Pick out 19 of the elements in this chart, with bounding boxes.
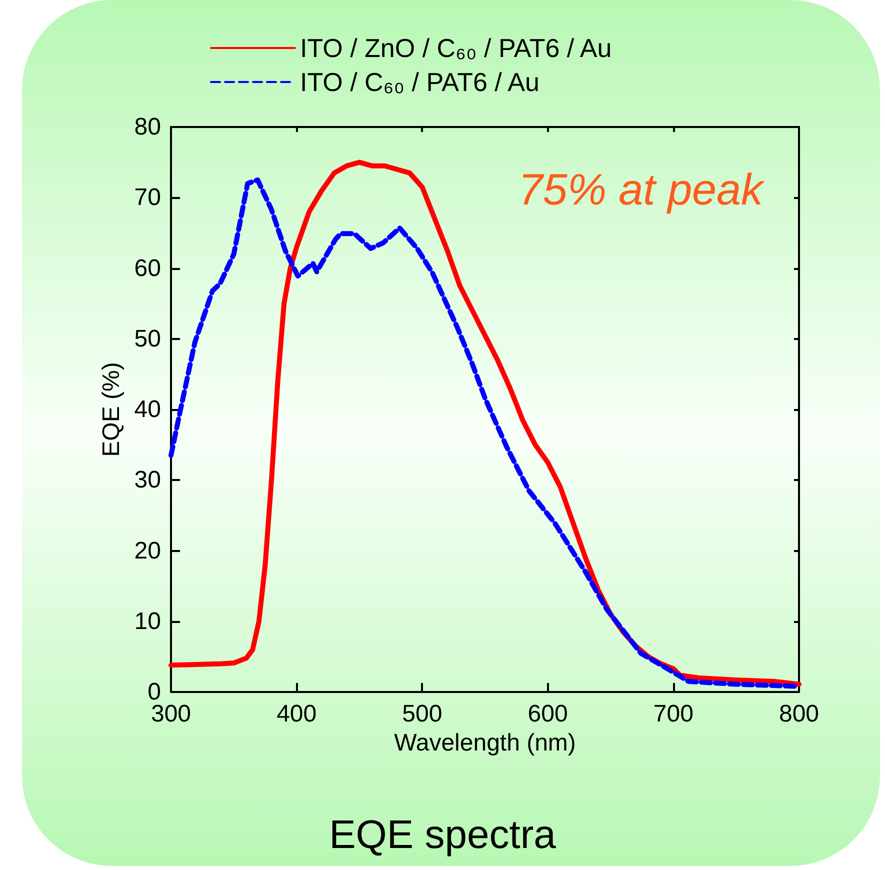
- y-tick-label: 70: [134, 184, 161, 212]
- y-tick-label: 50: [134, 325, 161, 352]
- y-tick-label: 30: [134, 466, 161, 494]
- annotation: 75% at peak: [518, 166, 765, 214]
- y-tick-label: 60: [134, 254, 161, 282]
- x-axis-title: Wavelength (nm): [394, 729, 576, 756]
- legend-label: ITO / C₆₀ / PAT6 / Au: [300, 67, 540, 97]
- x-tick-label: 400: [276, 700, 317, 728]
- x-tick-label: 700: [653, 700, 694, 728]
- y-tick-label: 10: [134, 608, 161, 635]
- text: EQE spectra: [329, 813, 557, 857]
- y-tick-label: 40: [134, 396, 161, 423]
- y-axis-title: EQE (%): [98, 362, 125, 457]
- x-tick-label: 800: [778, 700, 820, 728]
- x-tick-label: 500: [402, 700, 442, 728]
- x-tick-label: 600: [528, 700, 568, 728]
- y-tick-label: 20: [134, 537, 161, 564]
- y-tick-label: 80: [134, 114, 161, 140]
- legend-label: ITO / ZnO / C₆₀ / PAT6 / Au: [300, 33, 612, 63]
